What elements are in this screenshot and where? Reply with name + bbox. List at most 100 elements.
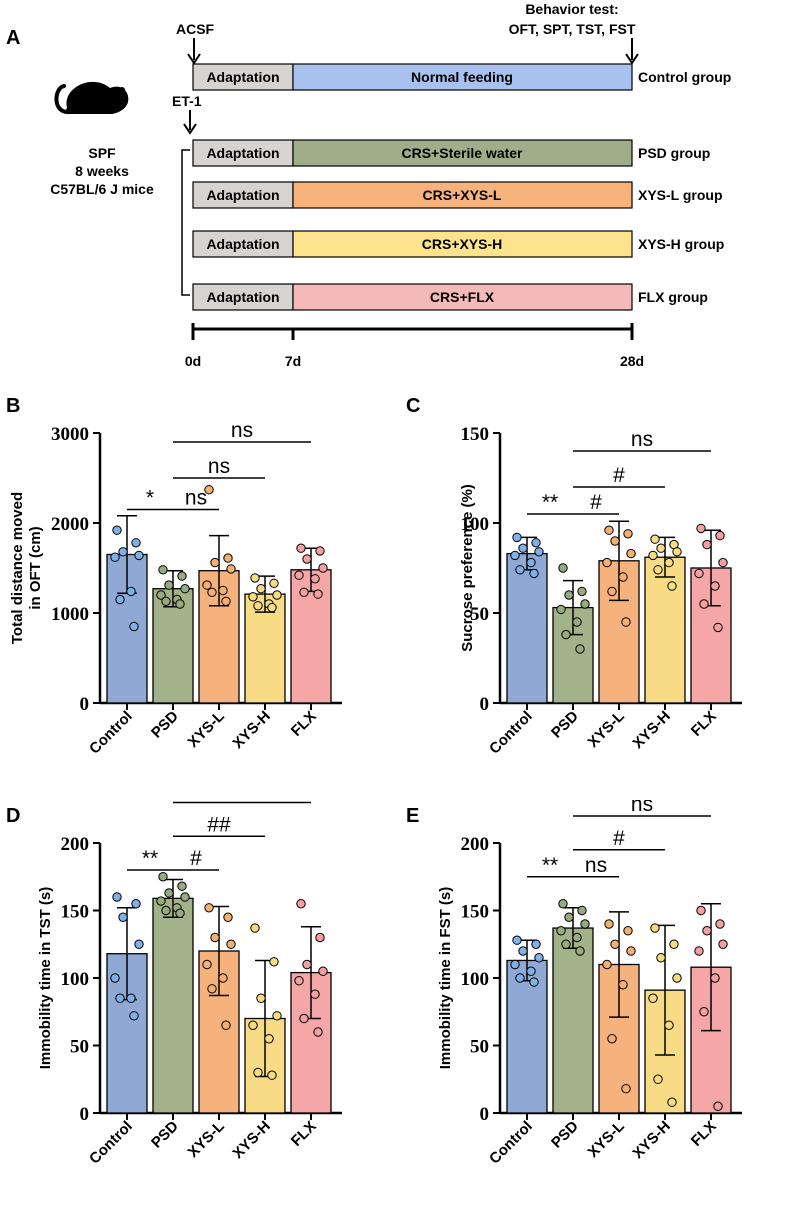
x-tick-label: PSD (148, 708, 182, 742)
data-point (512, 935, 522, 945)
data-point (158, 872, 168, 882)
y-tick-label: 50 (470, 1037, 489, 1058)
x-tick-label: XYS-L (185, 708, 228, 751)
bar (644, 556, 686, 704)
subject-line-2: 8 weeks (75, 163, 129, 179)
mouse-icon (54, 81, 129, 114)
data-point (656, 543, 666, 553)
data-point (131, 538, 141, 548)
data-point (699, 599, 709, 609)
data-point (556, 604, 566, 615)
data-point (156, 896, 166, 906)
data-point (534, 547, 544, 557)
data-point (248, 592, 258, 602)
error-bar (609, 520, 629, 602)
data-point (250, 923, 260, 933)
panel-c-chart: C Sucrose preference (%) 0 50 100 150 Control P… (406, 395, 742, 758)
data-point (713, 622, 723, 633)
data-point (623, 529, 633, 539)
data-point (664, 1020, 674, 1030)
data-point (626, 548, 636, 559)
data-point (648, 550, 658, 561)
data-point (221, 1020, 231, 1030)
bar (506, 552, 548, 704)
bar (506, 959, 548, 1114)
treatment-label: Normal feeding (411, 69, 513, 85)
y-tick-label: 3000 (51, 424, 89, 445)
data-point (672, 547, 682, 557)
data-point (218, 973, 228, 983)
data-point (564, 912, 574, 922)
data-point (702, 926, 712, 936)
significance-label: # (613, 827, 625, 850)
adaptation-label: Adaptation (206, 236, 279, 252)
data-point (221, 596, 231, 607)
y-tick-label: 200 (61, 834, 90, 855)
data-point (310, 574, 320, 584)
data-point (561, 629, 571, 640)
data-point (250, 573, 260, 583)
panel-letter: D (6, 805, 20, 827)
x-tick-label: XYS-H (629, 1118, 673, 1162)
data-point (180, 584, 190, 594)
data-point (626, 946, 636, 956)
panel-d-chart: D Immobility time in TST (s) 0 50 100 150 200 C… (6, 800, 342, 1168)
data-point (529, 568, 539, 579)
treatment-box (292, 139, 633, 167)
data-point (313, 589, 323, 599)
data-point (256, 584, 266, 594)
acsf-arrow-icon (187, 38, 201, 65)
x-tick-label: Control (86, 708, 136, 758)
treatment-box (292, 63, 633, 91)
x-tick-label: Control (486, 1118, 536, 1168)
behavior-test-line-2: OFT, SPT, TST, FST (509, 21, 636, 37)
data-point (710, 973, 720, 983)
data-point (699, 1007, 709, 1017)
adaptation-label: Adaptation (206, 145, 279, 161)
data-point (299, 1013, 309, 1024)
data-point (264, 1034, 274, 1044)
adaptation-label: Adaptation (206, 187, 279, 203)
data-point (694, 946, 704, 956)
data-point (610, 536, 620, 546)
data-point (226, 939, 236, 949)
x-tick-label: XYS-H (629, 708, 673, 752)
data-point (223, 553, 233, 563)
y-tick-label: 100 (61, 969, 90, 990)
data-point (164, 888, 174, 898)
data-point (110, 552, 120, 562)
y-tick-label: 50 (70, 1037, 89, 1058)
data-point (564, 590, 574, 600)
data-point (207, 587, 217, 598)
data-point (577, 905, 587, 916)
data-point (702, 539, 712, 550)
data-point (115, 993, 125, 1003)
data-point (210, 932, 220, 943)
data-point (115, 594, 125, 605)
data-point (134, 550, 144, 561)
data-point (315, 546, 325, 556)
group-row: Adaptation Normal feeding Control group (192, 63, 731, 91)
x-tick-label: FLX (288, 708, 320, 740)
panel-letter: C (406, 395, 420, 417)
y-tick-label: 150 (461, 902, 490, 923)
y-tick-label: 0 (480, 1104, 490, 1125)
treatment-label: CRS+XYS-H (422, 236, 503, 252)
data-point (621, 617, 631, 627)
x-tick-label: PSD (148, 1118, 182, 1152)
adaptation-label: Adaptation (206, 69, 279, 85)
data-point (175, 908, 185, 918)
panel-a-letter: A (6, 27, 20, 49)
x-tick-label: FLX (288, 1118, 320, 1150)
x-tick-label: PSD (548, 708, 582, 742)
data-point (294, 570, 304, 580)
data-point (129, 621, 139, 632)
data-point (315, 932, 325, 943)
x-tick-label: XYS-L (585, 708, 628, 751)
adaptation-label: Adaptation (206, 289, 279, 305)
treatment-label: CRS+XYS-L (423, 187, 502, 203)
data-point (313, 1027, 323, 1037)
significance-label: ** (142, 847, 158, 870)
significance-label: # (613, 464, 625, 487)
data-point (318, 563, 328, 573)
